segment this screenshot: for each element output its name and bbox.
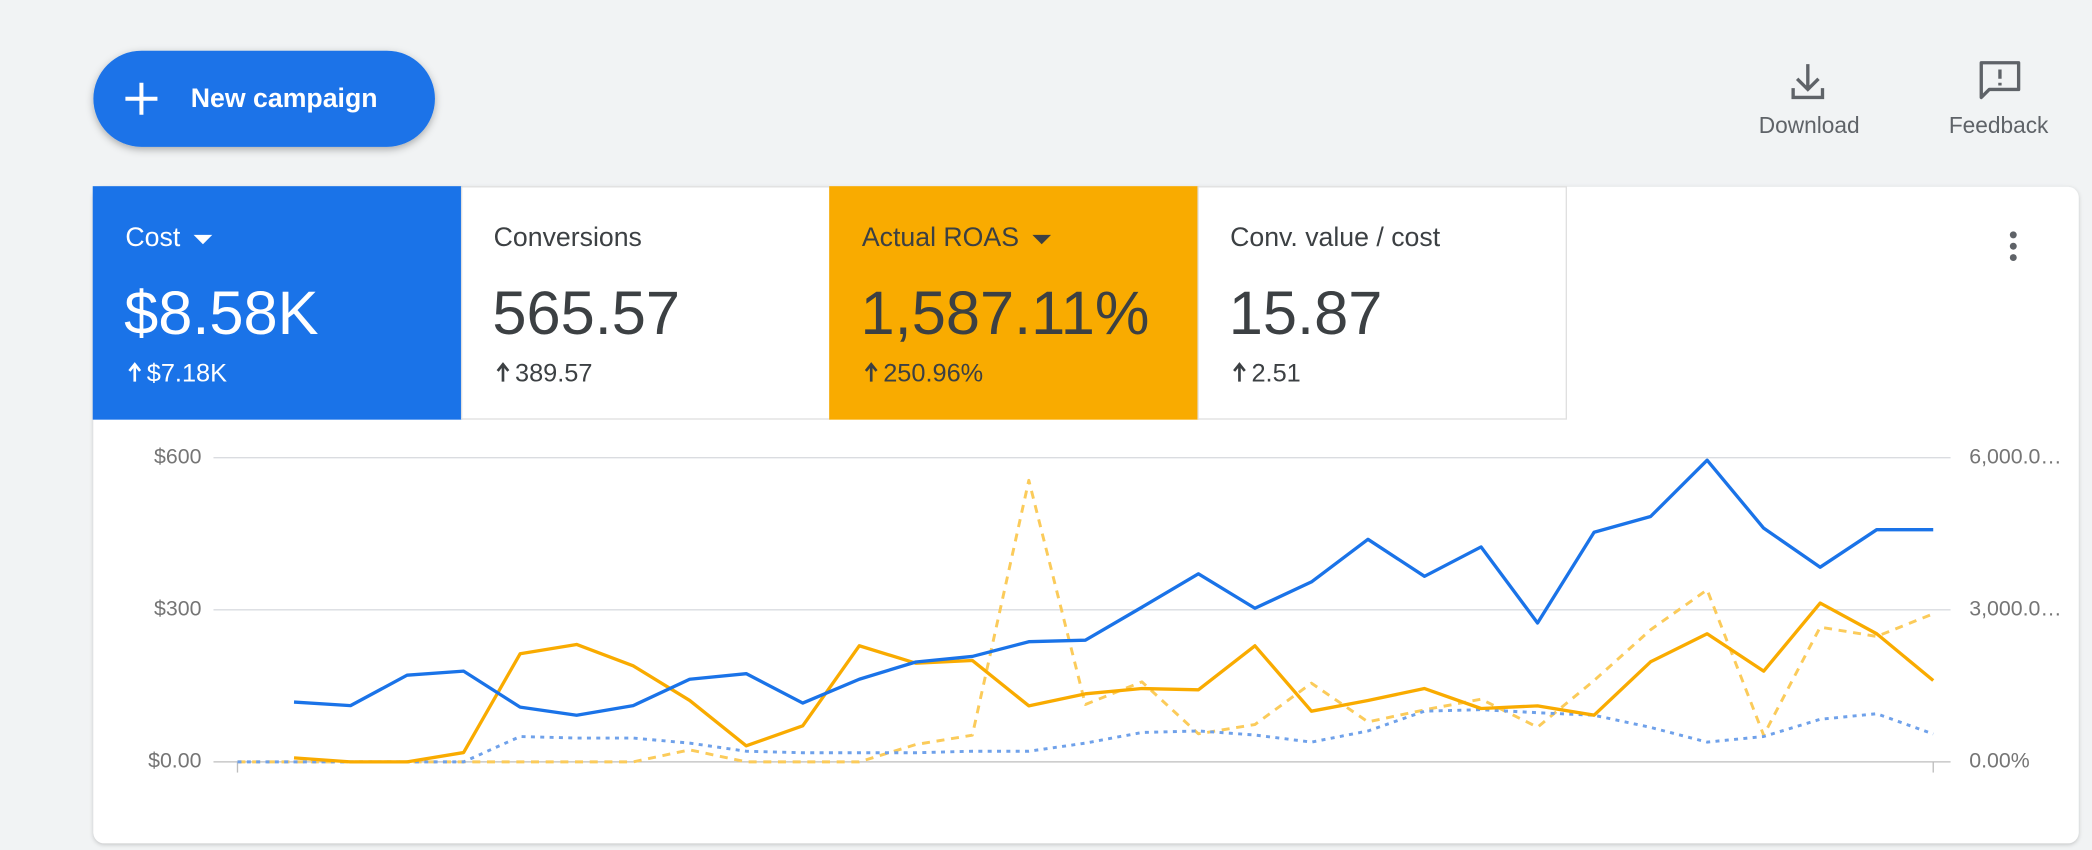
scorecard[interactable]: Cost $8.58K $7.18K: [92, 186, 463, 420]
scorecard-bg[interactable]: [92, 186, 463, 420]
y-tick-label: $300: [154, 596, 202, 620]
action-label[interactable]: Feedback: [1949, 112, 2049, 138]
up-arrow-icon: [1233, 362, 1246, 382]
y-tick-label: $0.00: [148, 749, 202, 773]
y-tick-label: $600: [154, 444, 202, 468]
series-line: [293, 458, 1934, 717]
scorecard-value: 565.57: [492, 279, 680, 348]
scorecard-value: $8.58K: [124, 279, 319, 348]
up-arrow-icon: [496, 362, 510, 382]
scorecard[interactable]: Conv. value / cost 15.87 2.51: [1197, 186, 1567, 420]
new-campaign-button[interactable]: New campaign: [93, 50, 435, 147]
scorecard-bg[interactable]: [829, 186, 1199, 420]
series-line: [293, 601, 1935, 764]
scorecard-change: 250.96%: [883, 360, 983, 388]
dot[interactable]: [2009, 254, 2017, 262]
scorecard-label[interactable]: Conv. value / cost: [1230, 222, 1441, 252]
button-bg[interactable]: [93, 50, 435, 147]
feedback-action[interactable]: Feedback: [1949, 61, 2049, 138]
scorecard[interactable]: Actual ROAS 1,587.11% 250.96%: [829, 186, 1199, 420]
dropdown-icon[interactable]: [1032, 234, 1052, 245]
dropdown-icon[interactable]: [193, 234, 213, 245]
scorecard-value: 15.87: [1229, 279, 1383, 348]
y2-tick-label: 3,000.0…: [1969, 596, 2062, 620]
chart: $600 $300 $0.00 6,000.0… 3,000.0… 0.00%: [148, 444, 2062, 773]
y2-tick-label: 0.00%: [1969, 749, 2030, 773]
scorecard-change: 389.57: [515, 360, 592, 388]
plus-icon: [125, 82, 158, 115]
series-line: [237, 478, 1934, 764]
scorecards: Cost $8.58K $7.18K Conversions 565.57 389.57 A…: [92, 186, 1567, 420]
scorecard-label[interactable]: Cost: [125, 222, 180, 252]
button-label[interactable]: New campaign: [191, 83, 378, 113]
scorecard-bg[interactable]: [460, 186, 831, 420]
scorecard-bg[interactable]: [1197, 186, 1567, 420]
feedback-icon: [1979, 61, 2021, 100]
scorecard-label[interactable]: Actual ROAS: [862, 222, 1019, 252]
dot[interactable]: [2009, 242, 2017, 250]
scorecard[interactable]: Conversions 565.57 389.57: [460, 186, 831, 420]
up-arrow-icon: [864, 362, 878, 382]
more-menu[interactable]: [2009, 231, 2017, 262]
dot[interactable]: [2009, 231, 2017, 239]
scorecard-value: 1,587.11%: [861, 279, 1150, 348]
download-icon: [1791, 64, 1825, 100]
download-action[interactable]: Download: [1759, 64, 1860, 138]
scorecard-change: 2.51: [1251, 360, 1300, 388]
action-label[interactable]: Download: [1759, 112, 1860, 138]
up-arrow-icon: [128, 362, 142, 382]
scorecard-change: $7.18K: [147, 360, 227, 388]
scorecard-label[interactable]: Conversions: [494, 222, 642, 252]
y2-tick-label: 6,000.0…: [1969, 444, 2062, 468]
